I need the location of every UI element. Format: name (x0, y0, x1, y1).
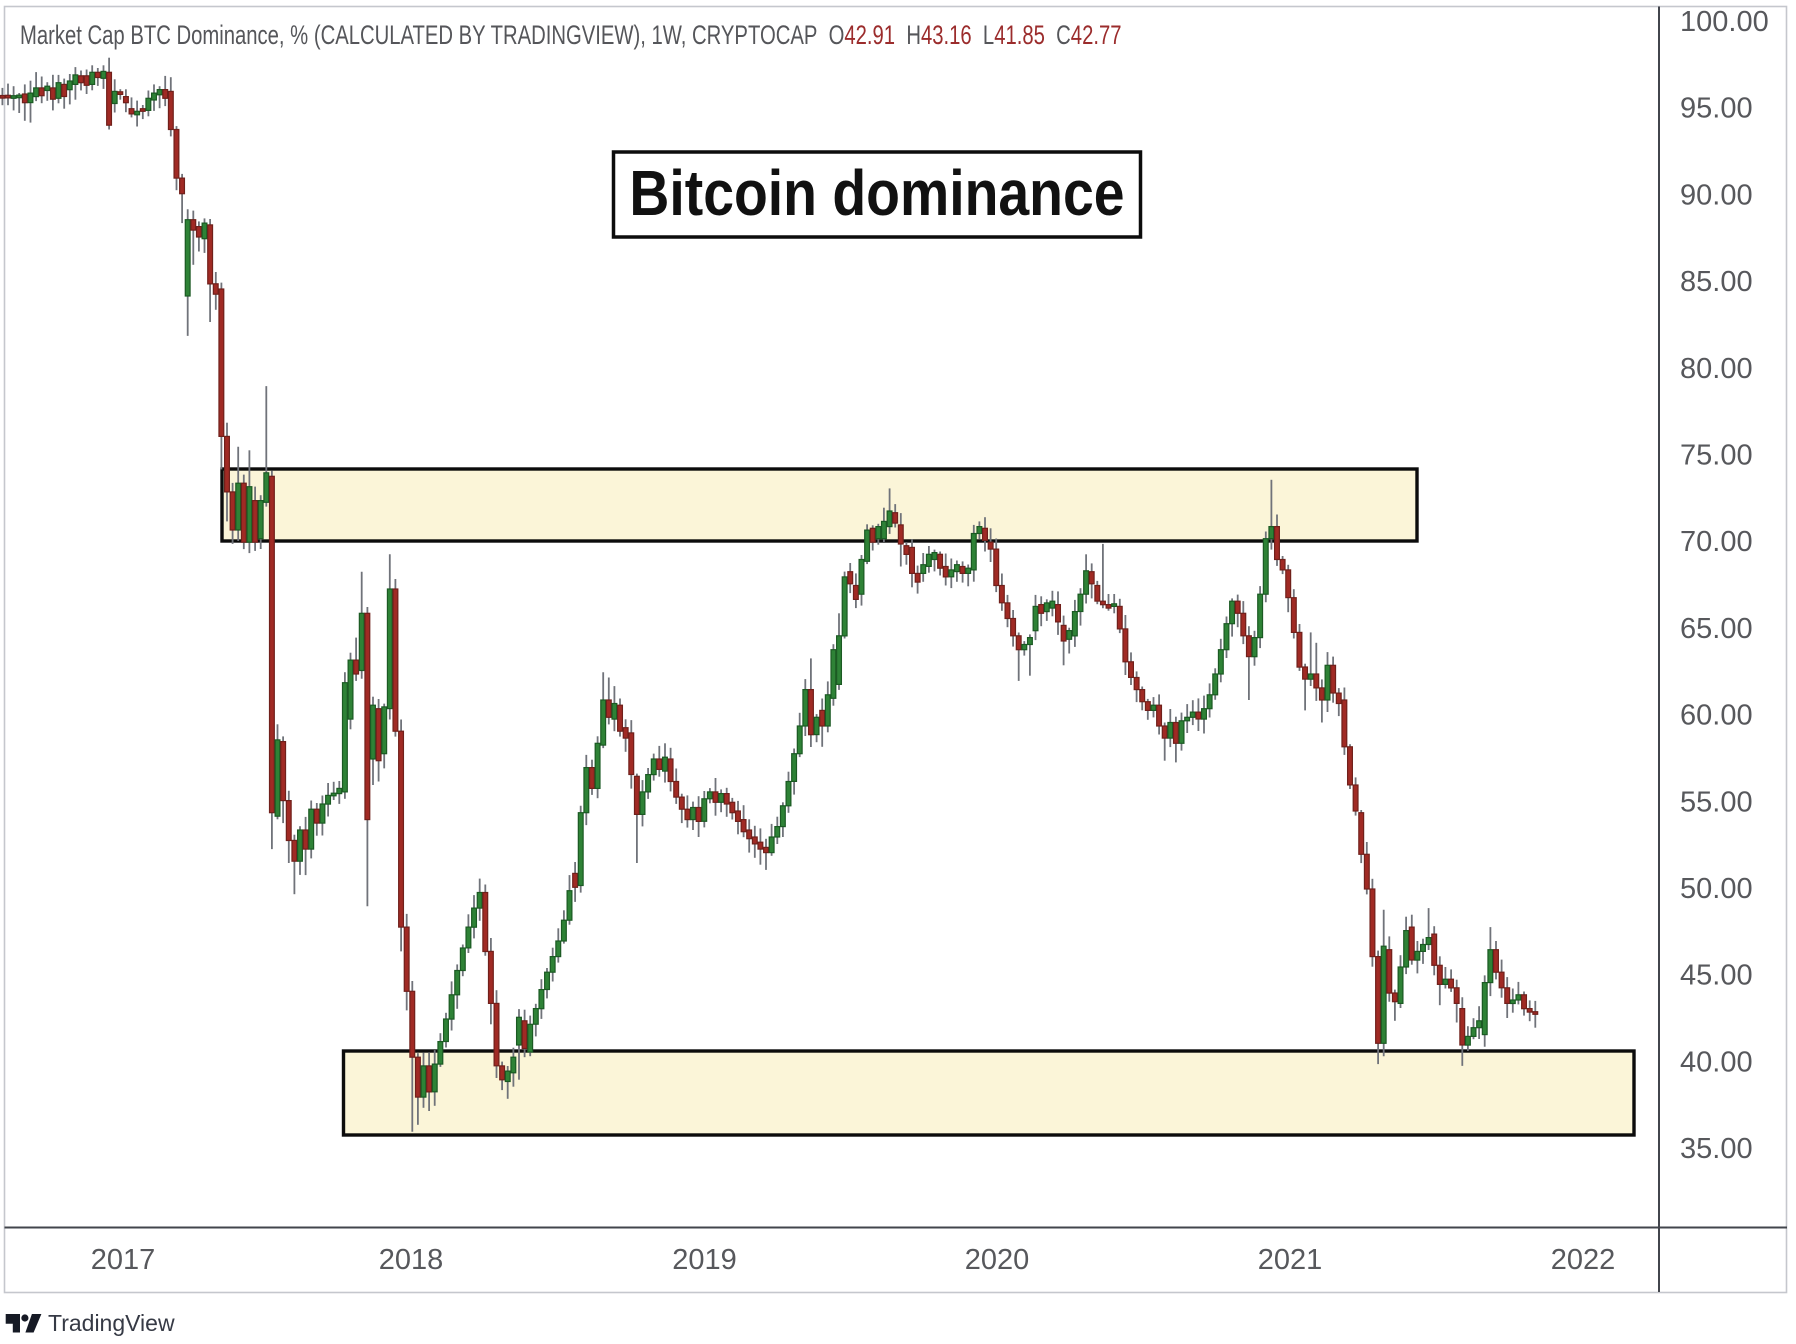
svg-text:TradingView: TradingView (48, 1310, 175, 1336)
svg-text:40.00: 40.00 (1680, 1046, 1753, 1078)
svg-text:2022: 2022 (1551, 1244, 1616, 1276)
svg-text:90.00: 90.00 (1680, 179, 1753, 211)
svg-text:60.00: 60.00 (1680, 700, 1753, 732)
svg-text:100.00: 100.00 (1680, 6, 1769, 38)
svg-text:Bitcoin dominance: Bitcoin dominance (629, 157, 1124, 229)
svg-text:75.00: 75.00 (1680, 440, 1753, 472)
svg-text:55.00: 55.00 (1680, 786, 1753, 818)
svg-text:2017: 2017 (91, 1244, 156, 1276)
svg-text:2020: 2020 (965, 1244, 1030, 1276)
svg-text:85.00: 85.00 (1680, 266, 1753, 298)
svg-text:35.00: 35.00 (1680, 1133, 1753, 1165)
svg-text:80.00: 80.00 (1680, 353, 1753, 385)
svg-text:95.00: 95.00 (1680, 93, 1753, 125)
svg-text:45.00: 45.00 (1680, 960, 1753, 992)
svg-text:Market Cap BTC Dominance, % (C: Market Cap BTC Dominance, % (CALCULATED … (20, 20, 1122, 51)
svg-text:70.00: 70.00 (1680, 526, 1753, 558)
svg-text:2019: 2019 (672, 1244, 737, 1276)
svg-text:2018: 2018 (379, 1244, 444, 1276)
svg-text:50.00: 50.00 (1680, 873, 1753, 905)
svg-text:65.00: 65.00 (1680, 613, 1753, 645)
svg-text:2021: 2021 (1258, 1244, 1323, 1276)
